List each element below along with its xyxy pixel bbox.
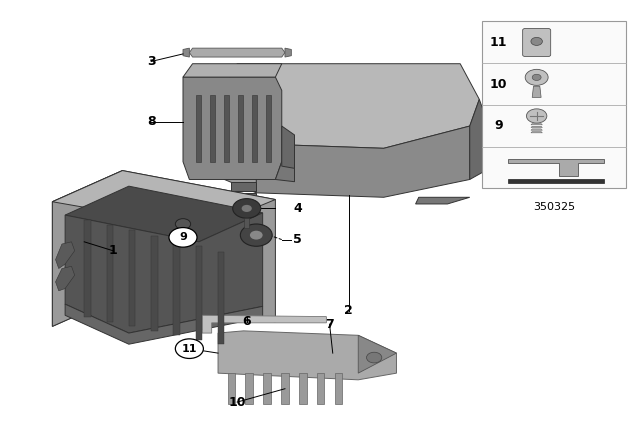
Polygon shape xyxy=(531,129,542,130)
Polygon shape xyxy=(256,126,470,197)
Polygon shape xyxy=(266,95,271,162)
Polygon shape xyxy=(196,95,201,162)
Polygon shape xyxy=(285,48,291,57)
Circle shape xyxy=(531,37,542,45)
Polygon shape xyxy=(183,77,282,180)
Polygon shape xyxy=(189,48,285,57)
Polygon shape xyxy=(218,252,225,344)
Text: 3: 3 xyxy=(147,55,156,68)
Circle shape xyxy=(532,74,541,81)
Text: 10: 10 xyxy=(228,396,246,409)
Polygon shape xyxy=(244,218,249,228)
Polygon shape xyxy=(246,373,253,404)
Circle shape xyxy=(525,69,548,86)
Text: 2: 2 xyxy=(344,304,353,317)
Polygon shape xyxy=(56,266,75,291)
Polygon shape xyxy=(531,126,542,128)
Polygon shape xyxy=(65,213,262,333)
Polygon shape xyxy=(358,335,396,373)
Polygon shape xyxy=(228,64,479,148)
Polygon shape xyxy=(224,95,229,162)
Polygon shape xyxy=(65,186,262,242)
Polygon shape xyxy=(173,241,180,335)
Polygon shape xyxy=(317,373,324,404)
Polygon shape xyxy=(470,99,486,180)
Circle shape xyxy=(241,224,272,246)
Polygon shape xyxy=(202,315,326,333)
Polygon shape xyxy=(415,197,470,204)
Polygon shape xyxy=(196,246,202,340)
Text: 11: 11 xyxy=(490,36,507,49)
Polygon shape xyxy=(52,171,122,327)
Text: 1: 1 xyxy=(109,244,117,257)
Circle shape xyxy=(250,231,262,240)
Text: 9: 9 xyxy=(179,233,187,242)
Polygon shape xyxy=(129,230,135,327)
Polygon shape xyxy=(231,182,256,190)
Polygon shape xyxy=(151,236,157,331)
FancyBboxPatch shape xyxy=(523,29,550,56)
Polygon shape xyxy=(65,304,262,344)
Polygon shape xyxy=(228,373,236,404)
Polygon shape xyxy=(263,373,271,404)
Polygon shape xyxy=(210,95,215,162)
Polygon shape xyxy=(532,86,541,97)
Circle shape xyxy=(527,109,547,123)
Text: 5: 5 xyxy=(293,233,302,246)
Polygon shape xyxy=(275,162,294,182)
Polygon shape xyxy=(212,82,256,193)
Circle shape xyxy=(169,228,197,247)
Polygon shape xyxy=(335,373,342,404)
Text: 4: 4 xyxy=(293,202,302,215)
Text: 8: 8 xyxy=(147,115,156,128)
Polygon shape xyxy=(508,179,604,183)
Text: 7: 7 xyxy=(325,318,334,331)
Text: 9: 9 xyxy=(494,119,503,132)
Polygon shape xyxy=(218,331,396,380)
Polygon shape xyxy=(299,373,307,404)
Polygon shape xyxy=(244,193,256,206)
Polygon shape xyxy=(52,171,275,327)
Polygon shape xyxy=(282,126,294,168)
Text: 11: 11 xyxy=(182,344,197,353)
Text: 6: 6 xyxy=(243,315,251,328)
Circle shape xyxy=(233,198,260,218)
Polygon shape xyxy=(281,373,289,404)
Circle shape xyxy=(175,219,191,229)
Polygon shape xyxy=(52,171,275,228)
Polygon shape xyxy=(106,225,113,322)
Text: 350325: 350325 xyxy=(533,202,575,212)
Circle shape xyxy=(367,352,382,363)
Polygon shape xyxy=(531,132,542,133)
Polygon shape xyxy=(508,159,604,177)
Polygon shape xyxy=(56,242,75,268)
Circle shape xyxy=(175,339,204,358)
Polygon shape xyxy=(238,95,243,162)
Polygon shape xyxy=(531,124,542,125)
Polygon shape xyxy=(252,95,257,162)
Polygon shape xyxy=(183,48,189,57)
Circle shape xyxy=(242,205,252,212)
Polygon shape xyxy=(183,64,282,77)
Text: 10: 10 xyxy=(490,78,507,90)
FancyBboxPatch shape xyxy=(483,22,626,188)
Polygon shape xyxy=(84,220,91,318)
